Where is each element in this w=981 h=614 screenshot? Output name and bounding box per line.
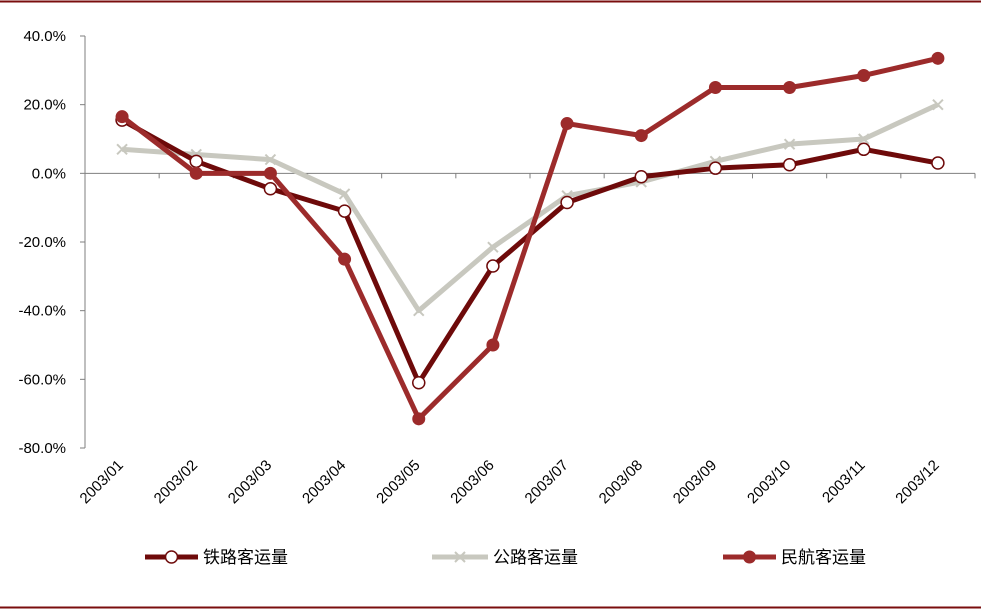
x-tick-label: 2003/03 [225, 457, 275, 507]
y-tick-label: -40.0% [18, 303, 66, 320]
x-tick-label: 2003/07 [522, 457, 572, 507]
data-point [708, 161, 723, 175]
data-point [487, 241, 499, 253]
data-point [189, 154, 203, 169]
data-point [337, 204, 352, 218]
data-point [486, 259, 500, 273]
x-tick-label: 2003/09 [670, 457, 720, 507]
data-point [486, 338, 500, 352]
x-tick-label: 2003/04 [299, 457, 349, 507]
y-tick-label: -80.0% [18, 440, 66, 457]
y-tick-label: 40.0% [23, 28, 66, 45]
data-point [560, 117, 574, 131]
series-3 [115, 51, 945, 426]
x-tick-label: 2003/10 [744, 457, 794, 507]
data-point [931, 156, 945, 170]
y-tick-label: 20.0% [23, 97, 66, 114]
data-point [115, 110, 129, 124]
x-tick-label: 2003/01 [77, 457, 127, 507]
series-line [121, 102, 939, 314]
legend-item-1: 铁路客运量 [145, 548, 288, 568]
legend-marker [743, 550, 756, 564]
data-point [858, 133, 870, 145]
data-point [264, 153, 277, 166]
y-tick-label: -60.0% [18, 371, 66, 388]
data-point [857, 142, 871, 157]
data-point [931, 51, 945, 65]
data-point [783, 138, 796, 150]
data-point [116, 143, 128, 156]
data-point [857, 68, 871, 82]
data-point [338, 188, 351, 200]
data-point [412, 412, 426, 426]
legend-label: 公路客运量 [493, 548, 578, 568]
legend-item-2: 公路客运量 [432, 548, 578, 568]
data-point [932, 98, 944, 111]
series-2 [116, 98, 944, 317]
data-point [782, 158, 797, 172]
x-tick-label: 2003/05 [373, 457, 423, 507]
y-tick-label: 0.0% [32, 165, 66, 182]
data-point [783, 81, 797, 94]
data-point [634, 129, 648, 143]
x-tick-label: 2003/12 [892, 457, 942, 507]
data-point [413, 304, 425, 317]
series-line [120, 55, 939, 422]
data-point [338, 252, 352, 266]
x-tick-label: 2003/11 [819, 457, 869, 507]
data-point [708, 81, 722, 94]
series-layer [115, 51, 945, 426]
data-point [634, 170, 648, 184]
legend-marker [454, 551, 466, 563]
x-tick-label: 2003/06 [447, 457, 497, 507]
legend-label: 铁路客运量 [203, 548, 288, 568]
data-point [189, 166, 203, 180]
x-tick-label: 2003/08 [596, 457, 646, 507]
y-tick-label: -20.0% [18, 234, 66, 251]
data-point [560, 195, 574, 210]
data-point [263, 182, 278, 196]
data-point [263, 166, 277, 180]
legend-item-3: 民航客运量 [723, 548, 866, 568]
legend-marker [164, 550, 179, 564]
x-tick-label: 2003/02 [151, 457, 201, 507]
legend: 铁路客运量 公路客运量 民航客运量 [145, 548, 866, 568]
data-point [412, 376, 426, 390]
legend-label: 民航客运量 [781, 548, 866, 568]
